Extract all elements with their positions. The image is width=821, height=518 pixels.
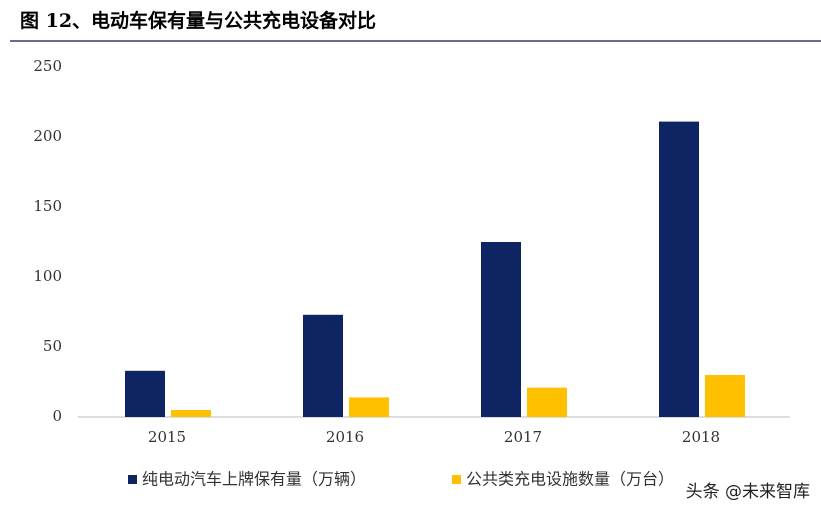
y-tick-label: 50 — [43, 337, 62, 355]
chart-title: 图 12、电动车保有量与公共充电设备对比 — [20, 9, 376, 32]
bar — [303, 314, 343, 417]
x-tick-label: 2016 — [326, 428, 364, 446]
legend-label: 公共类充电设施数量（万台） — [466, 470, 674, 489]
y-tick-label: 150 — [33, 197, 62, 215]
x-tick-label: 2018 — [682, 428, 720, 446]
x-tick-label: 2017 — [504, 428, 542, 446]
bar — [481, 242, 521, 417]
legend-swatch — [452, 475, 461, 484]
legend-label: 纯电动汽车上牌保有量（万辆） — [142, 470, 366, 489]
bar — [171, 410, 211, 417]
y-tick-label: 200 — [33, 127, 62, 145]
bar — [527, 387, 567, 417]
bar — [349, 397, 389, 417]
y-tick-label: 100 — [33, 267, 62, 285]
bar — [125, 370, 165, 417]
bar — [705, 375, 745, 417]
x-tick-label: 2015 — [148, 428, 186, 446]
watermark: 头条 @未来智库 — [686, 482, 810, 502]
y-tick-label: 250 — [33, 57, 62, 75]
legend-swatch — [128, 475, 137, 484]
y-tick-label: 0 — [52, 407, 62, 425]
bar — [659, 121, 699, 417]
